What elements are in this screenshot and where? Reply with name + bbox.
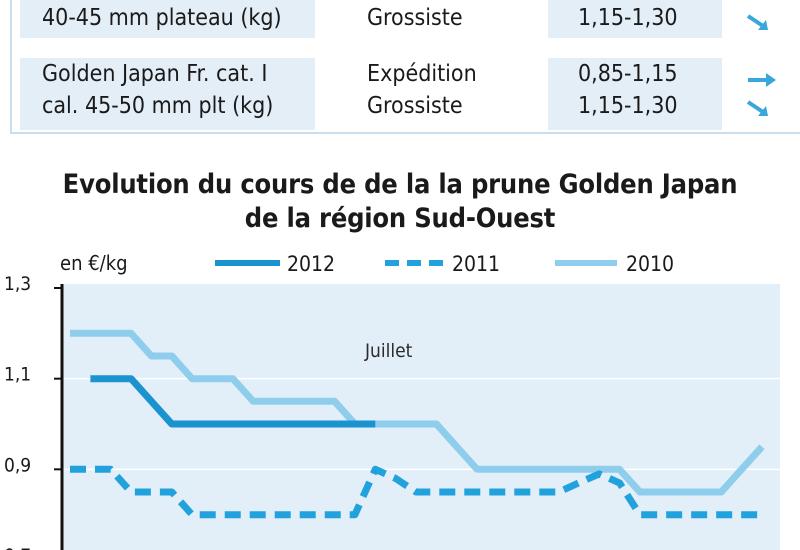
table-row-2-price-line-2: 1,15-1,30 — [578, 93, 678, 119]
legend-label-2010: 2010 — [626, 252, 674, 276]
y-tick-label: 1,1 — [4, 364, 31, 386]
table-row-2-label-line-2: cal. 45-50 mm plt (kg) — [42, 93, 274, 119]
table-row-2-price: 0,85-1,15 1,15-1,30 — [548, 58, 722, 130]
table-row-1-market: Grossiste — [345, 0, 545, 38]
table-row-2-price-line-1: 0,85-1,15 — [578, 61, 678, 87]
price-table-frame — [10, 0, 800, 134]
chart-title-line-1: Evolution du cours de de la la prune Gol… — [62, 169, 738, 200]
table-row-1-market-text: Grossiste — [367, 5, 463, 31]
table-row-1-price: 1,15-1,30 — [548, 0, 722, 38]
legend-label-2011: 2011 — [452, 252, 500, 276]
table-row-1-label: 40-45 mm plateau (kg) — [20, 0, 315, 38]
price-table: 40-45 mm plateau (kg) Grossiste 1,15-1,3… — [0, 0, 800, 134]
table-row-1-price-text: 1,15-1,30 — [578, 5, 678, 31]
y-tick-label: 0,9 — [4, 454, 31, 476]
trend-flat-icon — [748, 73, 776, 87]
series-line-2010 — [70, 329, 765, 496]
series-line-2012 — [90, 375, 376, 428]
y-axis-label: en €/kg — [60, 251, 128, 275]
trend-down-icon — [746, 14, 768, 30]
y-tick-label: 1,3 — [4, 273, 31, 295]
table-row-2-market-line-1: Expédition — [367, 61, 477, 87]
table-row-2-label-line-1: Golden Japan Fr. cat. I — [42, 61, 268, 87]
annotation-juillet: Juillet — [364, 340, 413, 362]
chart-title-line-2: de la région Sud-Ouest — [244, 203, 556, 234]
table-row-2-market: Expédition Grossiste — [345, 58, 545, 130]
table-row-2-market-line-2: Grossiste — [367, 93, 463, 119]
y-tick-label: 0,7 — [4, 545, 31, 550]
chart-title: Evolution du cours de de la la prune Gol… — [0, 168, 800, 236]
table-row-1-label-text: 40-45 mm plateau (kg) — [42, 5, 282, 31]
series-line-2011 — [70, 465, 762, 519]
trend-down-icon — [746, 100, 768, 116]
legend-label-2012: 2012 — [287, 252, 335, 276]
table-row-2-label: Golden Japan Fr. cat. I cal. 45-50 mm pl… — [20, 58, 315, 130]
